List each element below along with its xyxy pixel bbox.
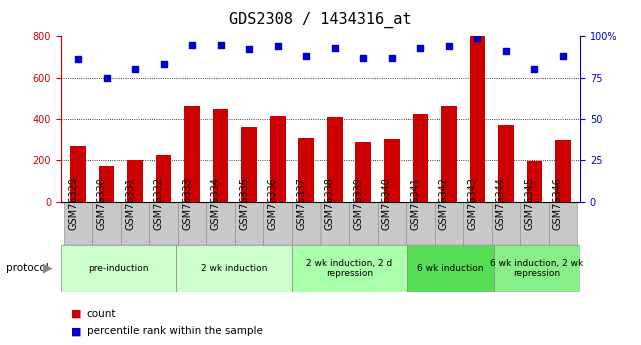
Bar [235,202,263,245]
Bar [527,161,542,202]
Bar [178,202,206,245]
Bar [63,202,92,245]
Point [215,42,226,47]
Text: GSM76340: GSM76340 [382,178,392,230]
Text: GSM76335: GSM76335 [239,177,249,230]
Text: GSM76336: GSM76336 [268,178,278,230]
Point [158,62,169,67]
Bar [61,245,176,292]
Bar [176,245,292,292]
Bar [463,202,492,245]
Bar [320,202,349,245]
Point [501,48,511,54]
Bar [270,116,285,202]
Text: GSM76346: GSM76346 [553,178,563,230]
Bar [92,202,121,245]
Text: GSM76338: GSM76338 [325,178,335,230]
Text: GSM76330: GSM76330 [97,178,106,230]
Bar [356,142,371,202]
Bar [378,202,406,245]
Bar [213,109,228,202]
Text: GSM76329: GSM76329 [68,177,78,230]
Bar [206,202,235,245]
Point [387,55,397,60]
Text: ■: ■ [71,326,81,336]
Bar [299,138,314,202]
Text: percentile rank within the sample: percentile rank within the sample [87,326,262,336]
Bar [406,202,435,245]
Point [301,53,312,59]
Bar [407,245,494,292]
Bar [292,202,320,245]
Bar [384,139,400,202]
Bar [99,166,114,202]
Text: GSM76344: GSM76344 [496,178,506,230]
Point [529,67,540,72]
Bar [70,146,86,202]
Point [244,47,254,52]
Text: ▶: ▶ [43,262,53,275]
Point [73,57,83,62]
Bar [184,106,200,202]
Bar [327,117,342,202]
Point [130,67,140,72]
Text: pre-induction: pre-induction [88,264,149,273]
Text: 6 wk induction, 2 wk
repression: 6 wk induction, 2 wk repression [490,258,583,278]
Text: ■: ■ [71,309,81,319]
Point [187,42,197,47]
Text: 2 wk induction, 2 d
repression: 2 wk induction, 2 d repression [306,258,392,278]
Text: GSM76337: GSM76337 [296,177,306,230]
Text: GSM76331: GSM76331 [125,178,135,230]
Bar [349,202,378,245]
Text: GSM76345: GSM76345 [524,177,535,230]
Text: count: count [87,309,116,319]
Text: GSM76342: GSM76342 [439,177,449,230]
Bar [121,202,149,245]
Point [415,45,426,51]
Bar [241,127,257,202]
Point [358,55,369,60]
Point [444,43,454,49]
Text: GSM76339: GSM76339 [353,178,363,230]
Bar [520,202,549,245]
Bar [498,125,514,202]
Bar [292,245,407,292]
Point [329,45,340,51]
Bar [413,114,428,202]
Text: GSM76343: GSM76343 [467,178,478,230]
Bar [127,160,143,202]
Bar [549,202,578,245]
Bar [263,202,292,245]
Bar [494,245,580,292]
Text: GSM76341: GSM76341 [410,178,420,230]
Point [272,43,283,49]
Text: GDS2308 / 1434316_at: GDS2308 / 1434316_at [229,12,412,28]
Bar [441,106,457,202]
Text: GSM76332: GSM76332 [154,177,163,230]
Bar [435,202,463,245]
Point [472,35,483,41]
Text: 6 wk induction: 6 wk induction [417,264,483,273]
Bar [470,36,485,202]
Point [101,75,112,80]
Bar [555,140,571,202]
Text: 2 wk induction: 2 wk induction [201,264,267,273]
Bar [156,155,171,202]
Point [558,53,568,59]
Text: protocol: protocol [6,263,49,273]
Bar [149,202,178,245]
Text: GSM76334: GSM76334 [211,178,221,230]
Bar [492,202,520,245]
Text: GSM76333: GSM76333 [182,178,192,230]
